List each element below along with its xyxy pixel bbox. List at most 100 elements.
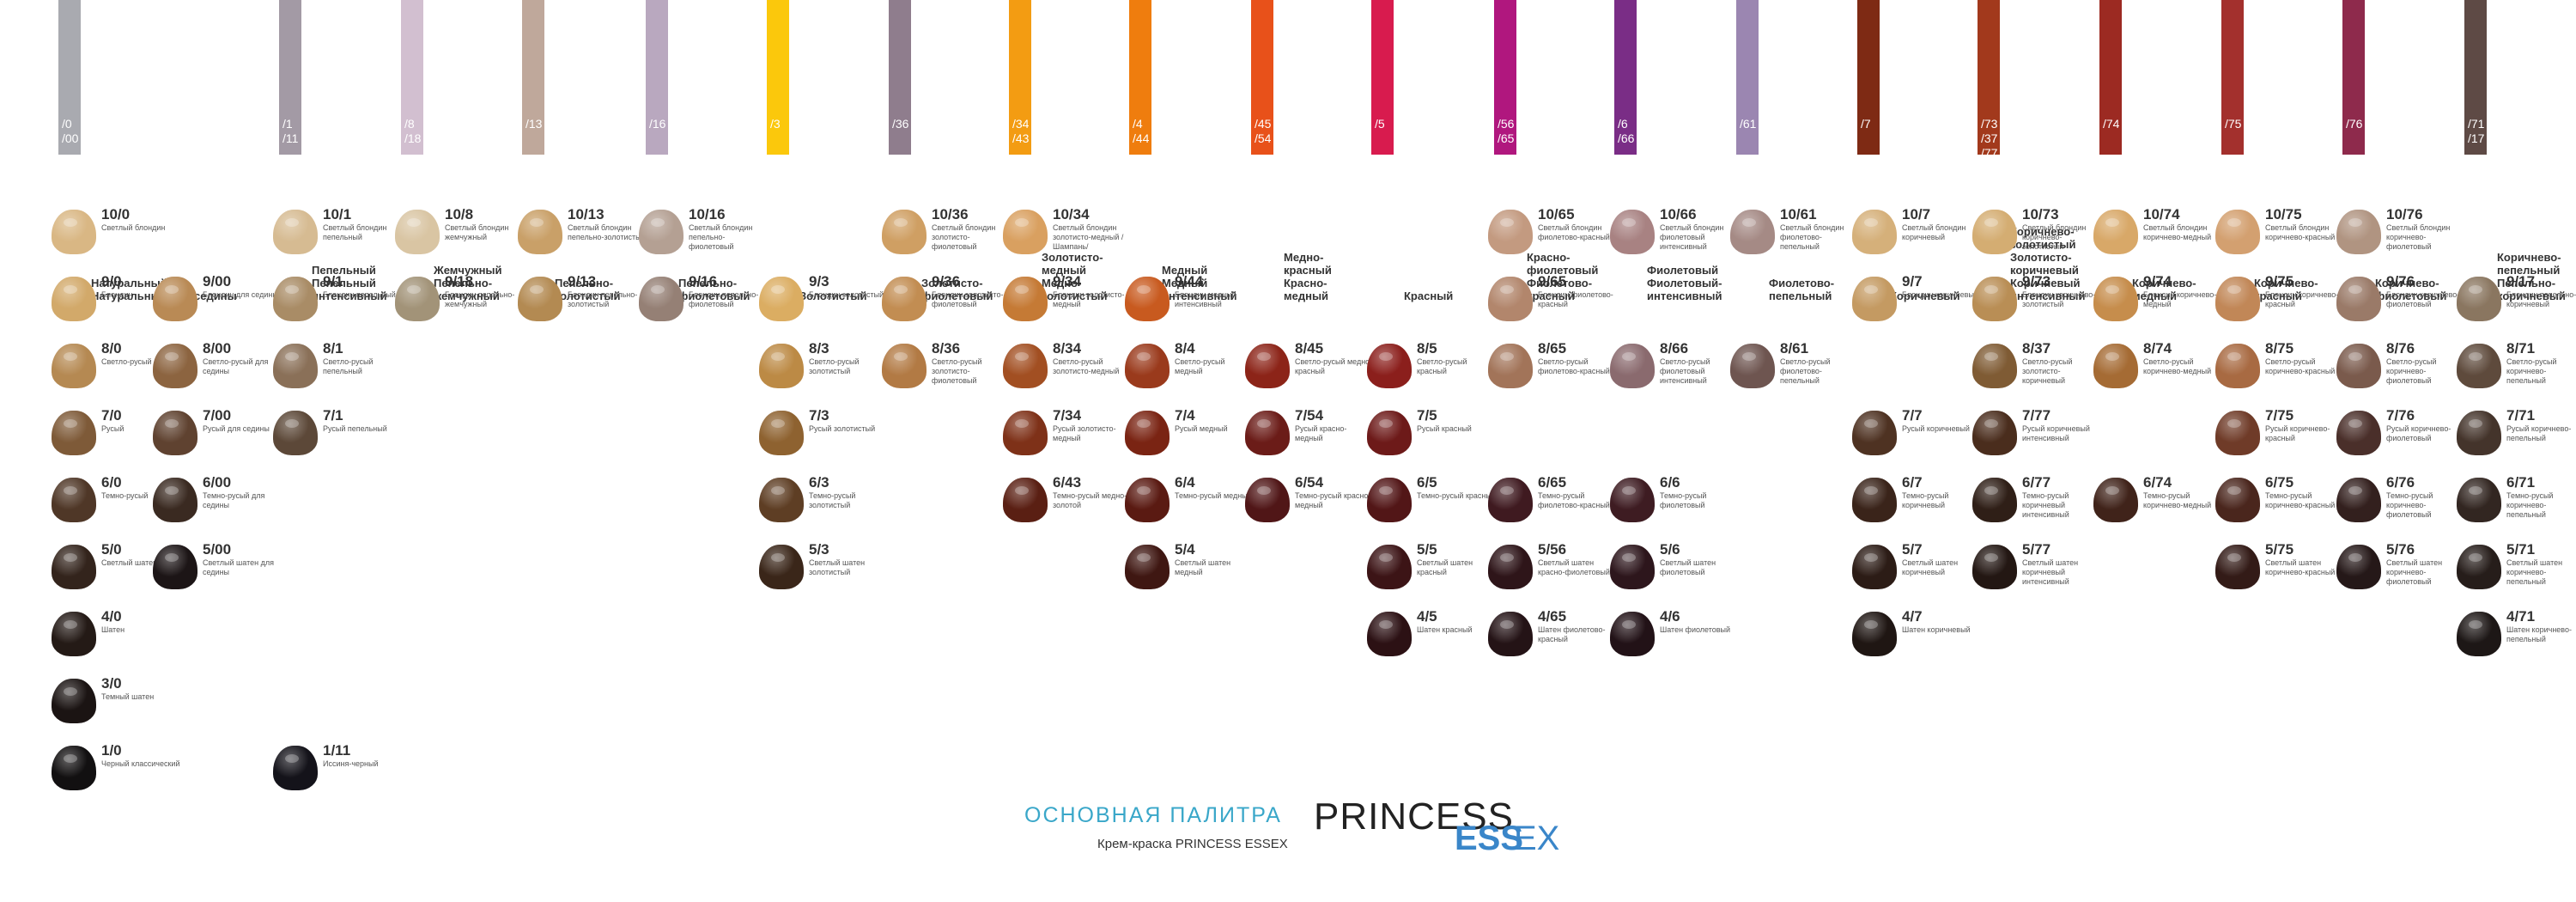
header-code: /44 — [1133, 131, 1150, 145]
swatch-code: 7/76 — [2386, 407, 2415, 424]
swatch-code: 4/7 — [1902, 608, 1923, 625]
color-stripe: /76 Коричнево-фиолетовый — [2342, 0, 2446, 302]
header-codes: /6/66 — [1618, 117, 1634, 146]
header-names: Коричнево-золотистый Золотисто-коричневый… — [2010, 225, 2148, 302]
header-name: жемчужный — [434, 289, 500, 302]
hair-swatch-icon — [2215, 545, 2260, 589]
swatch-code: 6/7 — [1902, 474, 1923, 491]
header-codes: /0/00 — [62, 117, 78, 146]
swatch-code: 10/73 — [2022, 206, 2059, 222]
color-swatch: 5/75 Светлый шатен коричнево-красный — [2215, 541, 2413, 593]
hair-swatch-icon — [1852, 612, 1897, 656]
swatch-code: 5/7 — [1902, 541, 1923, 558]
header-code: /3 — [770, 117, 781, 131]
hair-swatch-icon — [52, 478, 96, 522]
swatch-code: 7/0 — [101, 407, 122, 424]
swatch-code: 8/74 — [2143, 340, 2172, 357]
color-swatch: 6/75 Темно-русый коричнево-красный — [2215, 474, 2413, 526]
color-swatch: 4/71 Шатен коричнево-пепельный — [2457, 608, 2576, 660]
hair-swatch-icon — [882, 277, 927, 321]
swatch-name: Светло-русый фиолетовый интенсивный — [1660, 357, 1710, 385]
header-name: интенсивный — [312, 289, 387, 302]
swatch-name: Светло-русый медно-красный — [1295, 357, 1373, 375]
hair-swatch-icon — [2336, 411, 2381, 455]
swatch-code: 6/77 — [2022, 474, 2051, 491]
palette-title: ОСНОВНАЯ ПАЛИТРА — [1024, 803, 1282, 827]
color-swatch: 5/4 Светлый шатен медный — [1125, 541, 1322, 593]
hair-swatch-icon — [759, 277, 804, 321]
swatch-code: 9/65 — [1538, 273, 1567, 289]
color-stripe: /8/18 Жемчужный Пепельно-жемчужный — [401, 0, 502, 302]
color-swatch: 10/74 Светлый блондин коричнево-медный — [2093, 206, 2291, 258]
swatch-code: 7/3 — [809, 407, 829, 424]
swatch-code: 5/4 — [1175, 541, 1195, 558]
hair-swatch-icon — [52, 679, 96, 723]
color-swatch: 6/0 Темно-русый — [52, 474, 249, 526]
color-swatch: 7/0 Русый — [52, 407, 249, 459]
swatch-name: Светло-русый фиолетово-пепельный — [1780, 357, 1831, 385]
swatch-code: 8/71 — [2506, 340, 2536, 357]
color-swatch: 10/16 Светлый блондин пепельно-фиолетовый — [639, 206, 836, 258]
color-swatch: 5/71 Светлый шатен коричнево-пепельный — [2457, 541, 2576, 593]
hair-swatch-icon — [273, 277, 318, 321]
hair-swatch-icon — [1852, 478, 1897, 522]
swatch-code: 3/0 — [101, 675, 122, 692]
swatch-name: Светло-русый медный — [1175, 357, 1225, 375]
hair-swatch-icon — [395, 210, 440, 254]
color-stripe: /74 Коричнево-медный — [2099, 0, 2196, 302]
hair-swatch-icon — [1610, 612, 1655, 656]
hair-swatch-icon — [153, 277, 197, 321]
swatch-code: 6/5 — [1417, 474, 1437, 491]
swatch-name: Светлый шатен коричневый — [1902, 558, 1959, 576]
hair-swatch-icon — [1610, 478, 1655, 522]
header-code: /45 — [1255, 117, 1272, 131]
color-swatch: 8/71 Светло-русый коричнево-пепельный — [2457, 340, 2576, 392]
header-code: /5 — [1375, 117, 1385, 131]
swatch-name: Русый красный — [1417, 424, 1472, 433]
header-code: /71 — [2468, 117, 2485, 131]
swatch-name: Светлый шатен — [101, 558, 158, 567]
color-swatch: 9/3 Блондин золотистый — [759, 273, 957, 325]
swatch-name: Блондин пепельно-золотистый — [568, 290, 638, 308]
header-codes: /73/37/77 — [1981, 117, 1997, 161]
color-stripe: /71/17 Коричнево-пепельный Пепельно-коричн… — [2464, 0, 2566, 302]
swatch-code: 8/34 — [1053, 340, 1082, 357]
color-swatch: 9/44 Блондин медный интенсивный — [1125, 273, 1322, 325]
palette-subtitle: Крем-краска PRINCESS ESSEX — [1097, 837, 1288, 851]
color-stripe: /36 Золотисто-фиолетовый — [889, 0, 993, 302]
color-swatch: 5/7 Светлый шатен коричневый — [1852, 541, 2050, 593]
color-swatch: 9/36 Блондин золотисто-фиолетовый — [882, 273, 1079, 325]
hair-swatch-icon — [2457, 411, 2501, 455]
color-swatch: 9/74 Блондин коричнево-медный — [2093, 273, 2291, 325]
swatch-code: 4/65 — [1538, 608, 1567, 625]
swatch-code: 10/75 — [2265, 206, 2302, 222]
swatch-name: Блондин коричнево-золотистый — [2022, 290, 2096, 308]
swatch-name: Блондин для седины — [203, 290, 278, 299]
hair-swatch-icon — [52, 612, 96, 656]
header-names: Коричнево-красный — [2254, 277, 2391, 302]
swatch-name: Шатен — [101, 625, 125, 634]
swatch-name: Темно-русый коричнево-медный — [2143, 491, 2212, 509]
color-swatch: 6/5 Темно-русый красный — [1367, 474, 1564, 526]
hair-swatch-icon — [1003, 210, 1048, 254]
swatch-code: 1/0 — [101, 742, 122, 759]
hair-swatch-icon — [52, 344, 96, 388]
color-swatch: 7/00 Русый для седины — [153, 407, 350, 459]
color-swatch: 8/4 Светло-русый медный — [1125, 340, 1322, 392]
swatch-name: Блондин пепельный — [323, 290, 396, 299]
header-codes: /56/65 — [1498, 117, 1514, 146]
color-swatch: 7/34 Русый золотисто-медный — [1003, 407, 1200, 459]
swatch-name: Светлый шатен красный — [1417, 558, 1473, 576]
swatch-name: Светлый блондин коричнево-фиолетовый — [2386, 223, 2451, 251]
header-name: Фиолетово- — [1527, 277, 1593, 289]
header-names: Коричневый — [1890, 289, 2027, 302]
header-name: Коричнево- — [2010, 225, 2075, 238]
hair-swatch-icon — [1488, 210, 1533, 254]
swatch-code: 8/0 — [101, 340, 122, 357]
header-name: Коричнево- — [2497, 251, 2561, 264]
swatch-code: 7/5 — [1417, 407, 1437, 424]
swatch-name: Темно-русый медный — [1175, 491, 1252, 500]
swatch-code: 10/7 — [1902, 206, 1931, 222]
color-swatch: 10/0 Светлый блондин — [52, 206, 249, 258]
hair-swatch-icon — [1488, 612, 1533, 656]
